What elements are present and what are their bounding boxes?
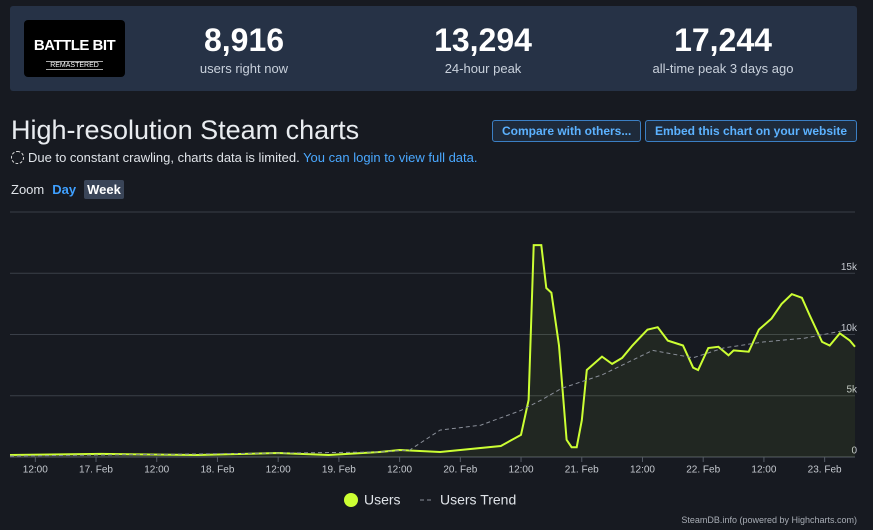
- notice-icon: [11, 151, 24, 164]
- stat-label: users right now: [199, 61, 289, 76]
- stat-value: 13,294: [434, 22, 532, 58]
- legend-label: Users: [364, 492, 401, 508]
- login-link[interactable]: You can login to view full data.: [303, 150, 478, 165]
- x-tick-label: 22. Feb: [686, 465, 720, 476]
- y-tick-label: 5k: [846, 384, 858, 395]
- header: BATTLE BIT REMASTERED 8,916 users right n…: [10, 6, 857, 91]
- y-tick-label: 15k: [841, 262, 858, 273]
- notice-text: Due to constant crawling, charts data is…: [28, 150, 300, 165]
- chart: 0 5k 10k 15k 12:00 17. Feb 12:00 18. Feb 12:00 19…: [9, 211, 858, 508]
- notice: Due to constant crawling, charts data is…: [11, 150, 478, 165]
- x-tick-label: 18. Feb: [200, 465, 234, 476]
- x-tick-label: 20. Feb: [443, 465, 477, 476]
- stat-label: all-time peak 3 days ago: [652, 61, 794, 76]
- zoom-label: Zoom: [11, 182, 45, 197]
- stat-value: 17,244: [674, 22, 772, 58]
- page-title: High-resolution Steam charts: [11, 115, 360, 145]
- legend-item[interactable]: Users: [344, 492, 401, 508]
- zoom-bar: Zoom Day Week: [11, 180, 132, 199]
- x-tick-label: 12:00: [630, 465, 655, 476]
- stat: 13,294 24-hour peak: [383, 22, 583, 76]
- y-tick-label: 10k: [841, 323, 858, 334]
- x-tick-label: 21. Feb: [565, 465, 599, 476]
- stat: 17,244 all-time peak 3 days ago: [623, 22, 823, 76]
- embed-button[interactable]: Embed this chart on your website: [645, 120, 858, 142]
- legend-symbol: [344, 493, 358, 507]
- x-tick-label: 23. Feb: [808, 465, 842, 476]
- x-tick-label: 12:00: [23, 465, 48, 476]
- zoom-option[interactable]: Day: [52, 182, 77, 197]
- x-tick-label: 12:00: [509, 465, 534, 476]
- logo-line: BATTLE BIT: [33, 37, 116, 54]
- zoom-option[interactable]: Week: [84, 180, 124, 199]
- y-tick-label: 0: [851, 446, 857, 457]
- x-tick-label: 12:00: [751, 465, 776, 476]
- stat: 8,916 users right now: [144, 22, 344, 76]
- area: [10, 245, 855, 457]
- x-tick-label: 17. Feb: [79, 465, 113, 476]
- stat-label: 24-hour peak: [444, 61, 522, 76]
- credit: SteamDB.info (powered by Highcharts.com): [681, 515, 857, 525]
- x-tick-label: 12:00: [387, 465, 412, 476]
- x-tick-label: 12:00: [266, 465, 291, 476]
- series-line: [9, 327, 856, 457]
- x-tick-label: 12:00: [144, 465, 169, 476]
- stat-value: 8,916: [203, 22, 285, 58]
- legend-item[interactable]: Users Trend: [420, 492, 516, 508]
- legend-label: Users Trend: [440, 492, 516, 508]
- game-logo: BATTLE BIT REMASTERED: [24, 20, 125, 77]
- series-line: [9, 244, 856, 457]
- x-tick-label: 19. Feb: [322, 465, 356, 476]
- compare-button[interactable]: Compare with others...: [492, 120, 642, 142]
- logo-line: REMASTERED: [46, 61, 103, 70]
